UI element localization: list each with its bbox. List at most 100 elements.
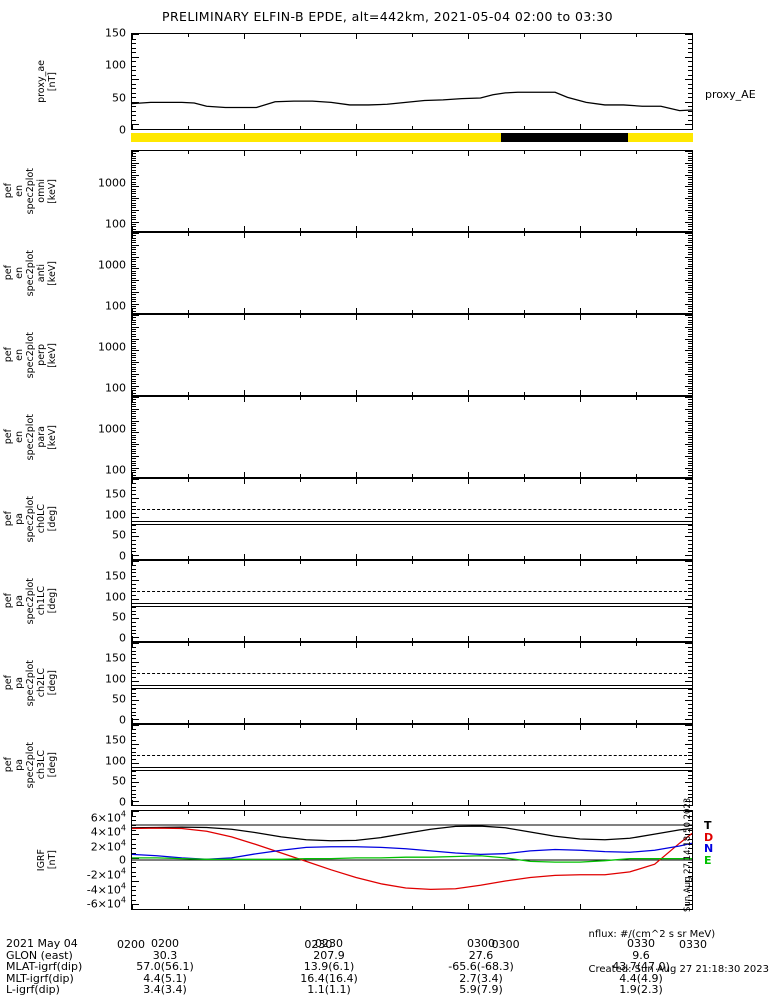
- y-tick-label: 150: [105, 487, 126, 501]
- axis-ticks-right: [685, 315, 692, 396]
- y-axis-label-part: pef: [3, 347, 14, 363]
- y-tick-label: 50: [112, 528, 126, 542]
- y-tick-label: 0: [119, 549, 126, 563]
- guide-line-dashed: [132, 755, 692, 756]
- y-axis-label-part: [deg]: [47, 670, 58, 696]
- y-tick-label: 4×104: [90, 824, 126, 839]
- y-axis-label-part: ch0LC: [36, 504, 47, 534]
- created-stamp-vertical: Sun Aug 27 14:18:50 2023: [683, 797, 693, 912]
- y-tick-label: 1000: [98, 176, 126, 190]
- axis-ticks-x-top: [132, 151, 693, 156]
- annotation-value: 1.1(1.1): [307, 983, 351, 997]
- y-tick-label: 150: [105, 569, 126, 583]
- y-tick-label: -2×104: [86, 866, 126, 882]
- y-axis-label-part: spec2plot: [25, 741, 36, 789]
- y-axis-label-en-anti: elb pef en spec2plot anti [keV]: [0, 232, 58, 314]
- axis-ticks-left: [132, 315, 139, 396]
- y-axis-label-proxy-ae: proxy_ae [nT]: [36, 33, 58, 130]
- axis-ticks-right: [685, 561, 692, 642]
- annotation-value: 30.3: [152, 948, 178, 962]
- y-tick-label: 100: [105, 590, 126, 604]
- y-axis-label-part: ch1LC: [36, 586, 47, 616]
- y-tick-label: 1000: [98, 258, 126, 272]
- legend-entry-D: D: [704, 830, 714, 844]
- y-tick-labels-pa-ch2lc: 0 50 100 150: [60, 642, 126, 727]
- axis-ticks-x-bottom: [132, 554, 693, 559]
- y-tick-label: 150: [105, 26, 126, 40]
- y-tick-label: 100: [105, 381, 126, 395]
- plot-panel-pa-ch1lc: [131, 560, 693, 642]
- y-axis-label-part: pef: [3, 183, 14, 199]
- annotation-key: 2021 May 04: [6, 937, 78, 950]
- guide-line-solid: [132, 769, 692, 771]
- annotation-value: 16.4(16.4): [300, 971, 358, 985]
- axis-ticks-x-bottom: [132, 718, 693, 723]
- y-tick-label: 0: [119, 123, 126, 137]
- plot-panel-en-perp: [131, 314, 693, 396]
- x-tick-label: 0230: [304, 938, 333, 951]
- plot-panel-pa-ch2lc: [131, 642, 693, 724]
- annotation-value: 1.9(2.3): [619, 983, 663, 997]
- y-axis-label-part: pa: [14, 595, 25, 607]
- y-tick-labels-en-anti: 100 1000: [60, 232, 126, 314]
- guide-line-solid: [132, 766, 692, 768]
- y-axis-label-part: pa: [14, 513, 25, 525]
- annotation-value: 0300: [467, 937, 495, 950]
- y-axis-label-part: pef: [3, 593, 14, 609]
- y-axis-label-igrf: IGRF [nT]: [36, 810, 58, 910]
- y-tick-label: 0: [119, 713, 126, 727]
- y-tick-label: 150: [105, 733, 126, 747]
- plot-panel-en-anti: [131, 232, 693, 314]
- guide-line-dashed: [132, 591, 692, 592]
- y-axis-label-part: pa: [14, 677, 25, 689]
- annotation-key: GLON (east): [6, 948, 73, 962]
- axis-ticks-right: [685, 151, 692, 232]
- annotation-key: L-igrf(dip): [6, 983, 60, 997]
- y-axis-label-part: en: [14, 185, 25, 197]
- y-axis-label-part: spec2plot: [25, 167, 36, 215]
- annotation-row: L-igrf(dip) 3.4(3.4) 1.1(1.1) 5.9(7.9) 1.9(2…: [6, 984, 770, 996]
- plot-panel-igrf: [131, 810, 693, 910]
- y-axis-label-part: spec2plot: [25, 577, 36, 625]
- axis-ticks-right: [685, 725, 692, 806]
- axis-ticks-x-top: [132, 397, 693, 402]
- series-layer: [132, 824, 692, 891]
- annotation-value: 9.6: [632, 948, 650, 962]
- y-axis-label-part: [nT]: [47, 71, 58, 92]
- axis-ticks-x-bottom: [132, 636, 693, 641]
- y-axis-label-part: pef: [3, 265, 14, 281]
- guide-line-dashed: [132, 673, 692, 674]
- status-bar: [131, 133, 693, 142]
- y-tick-label: 100: [105, 508, 126, 522]
- y-tick-labels-pa-ch3lc: 0 50 100 150: [60, 724, 126, 809]
- y-tick-labels-en-omni: 100 1000: [60, 150, 126, 232]
- y-tick-label: 100: [105, 463, 126, 477]
- y-tick-label: 150: [105, 651, 126, 665]
- annotation-value: 2.7(3.4): [459, 971, 503, 985]
- axis-ticks-left: [132, 725, 139, 806]
- legend-entry-N: N: [704, 842, 714, 855]
- guide-line-solid: [132, 687, 692, 689]
- annotation-value: -65.6(-68.3): [448, 960, 514, 974]
- axis-ticks-right: [685, 479, 692, 560]
- guide-line-solid: [132, 520, 692, 522]
- y-tick-label: -4×104: [86, 881, 126, 896]
- axis-ticks-x-top: [132, 643, 693, 648]
- y-tick-label: 100: [105, 217, 126, 231]
- axis-ticks-left: [132, 233, 139, 314]
- y-axis-label-part: anti: [36, 263, 47, 283]
- axis-ticks-x-bottom: [132, 308, 693, 313]
- y-tick-label: 1000: [98, 340, 126, 354]
- annotation-key: MLAT-igrf(dip): [6, 960, 83, 974]
- annotation-value: 57.0(56.1): [136, 960, 194, 974]
- annotation-row: MLAT-igrf(dip) 57.0(56.1) 13.9(6.1) -65.6(-…: [6, 961, 770, 973]
- y-tick-labels-en-para: 100 1000: [60, 396, 126, 478]
- y-axis-label-part: [keV]: [47, 424, 58, 450]
- annotation-value: 13.9(6.1): [303, 960, 355, 974]
- axis-ticks-left: [132, 397, 139, 478]
- plot-panel-en-omni: [131, 150, 693, 232]
- x-tick-label: 0300: [491, 938, 520, 951]
- annotation-value: 43.7(47.0): [612, 960, 670, 974]
- annotation-row: MLT-igrf(dip) 4.4(5.1) 16.4(16.4) 2.7(3.4) 4…: [6, 973, 770, 985]
- y-tick-label: 50: [112, 774, 126, 788]
